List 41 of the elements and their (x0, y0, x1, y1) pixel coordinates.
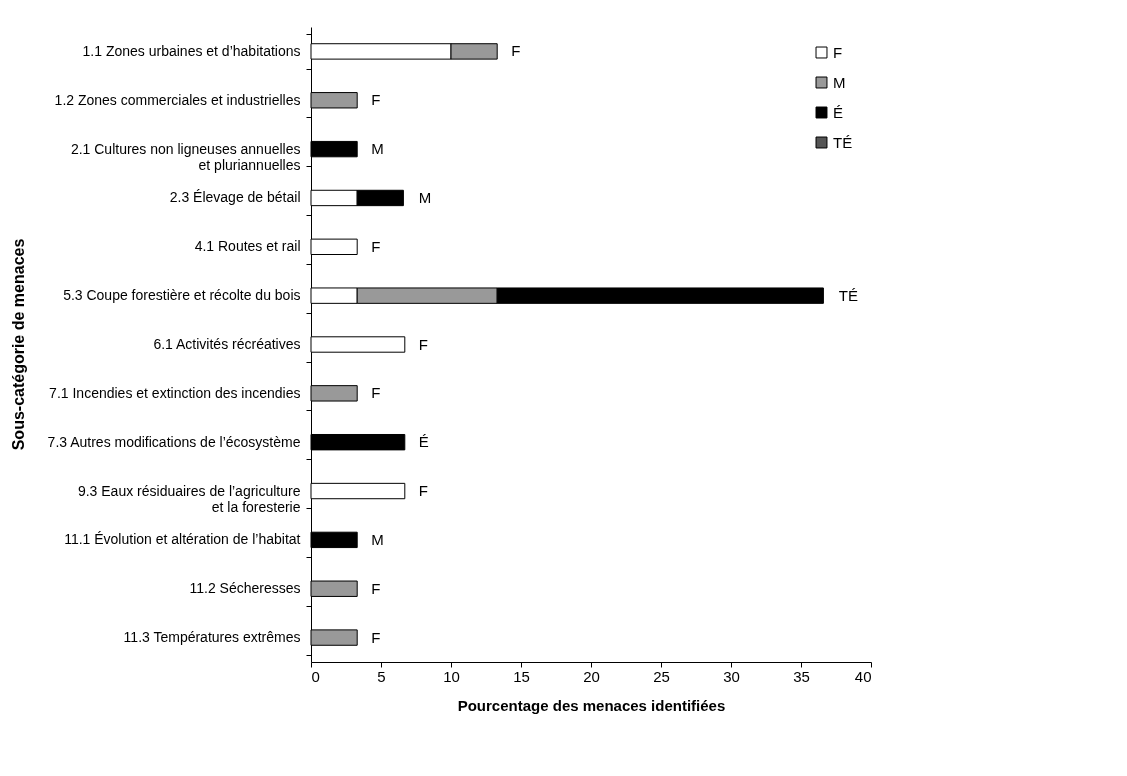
x-tick-label: 20 (583, 667, 600, 685)
x-tick-label: 5 (377, 667, 386, 685)
y-tick-label: 4.1 Routes et rail (194, 238, 301, 255)
legend-label: F (833, 43, 843, 61)
annotation: F (371, 91, 381, 109)
x-tick-label: 0 (311, 667, 320, 685)
legend-label: TÉ (833, 133, 853, 151)
annotation: M (418, 188, 432, 206)
annotation: F (371, 237, 381, 255)
annotation: F (418, 335, 428, 353)
legend-label: É (833, 103, 844, 121)
y-tick-label: 1.2 Zones commerciales et industrielles (54, 91, 301, 108)
x-tick-label: 35 (793, 667, 810, 685)
y-tick-label: 5.3 Coupe forestière et récolte du bois (63, 287, 301, 304)
y-axis-title: Sous-catégorie de menaces (9, 238, 27, 451)
y-tick-label: 1.1 Zones urbaines et d’habitations (82, 42, 301, 59)
y-tick-label: 7.1 Incendies et extinction des incendies (49, 384, 301, 401)
x-tick-label: 10 (443, 667, 460, 685)
y-tick-label: 6.1 Activités récréatives (153, 336, 301, 352)
y-tick-label: 11.3 Températures extrêmes (123, 629, 301, 646)
y-tick-label: 11.1 Évolution et altération de l’habitat (64, 531, 301, 548)
y-tick-label: 11.2 Sécheresses (189, 580, 301, 597)
annotation: F (371, 628, 381, 646)
x-tick-label: 15 (513, 667, 530, 685)
x-axis-title: Pourcentage des menaces identifiées (457, 696, 726, 714)
y-tick-label: 9.3 Eaux résiduaires de l’agriculture et la foresterie (77, 482, 301, 515)
x-tick-label: 25 (653, 667, 670, 685)
annotation: M (371, 140, 384, 158)
annotation: M (371, 530, 384, 548)
x-tick-label: 40 (854, 667, 872, 685)
annotation: É (418, 433, 429, 451)
annotation: TÉ (838, 286, 858, 304)
y-tick-label: 7.3 Autres modifications de l’écosystème (47, 433, 301, 450)
annotation: F (418, 482, 428, 500)
y-tick-label: 2.1 Cultures non ligneuses annuelles et pluriannuelles (70, 140, 301, 173)
y-tick-label: 2.3 Élevage de bétail (169, 189, 301, 206)
legend-label: M (833, 73, 846, 91)
annotation: F (371, 384, 381, 402)
x-tick-label: 30 (723, 667, 740, 685)
annotation: F (371, 579, 381, 597)
annotation: F (511, 42, 521, 60)
